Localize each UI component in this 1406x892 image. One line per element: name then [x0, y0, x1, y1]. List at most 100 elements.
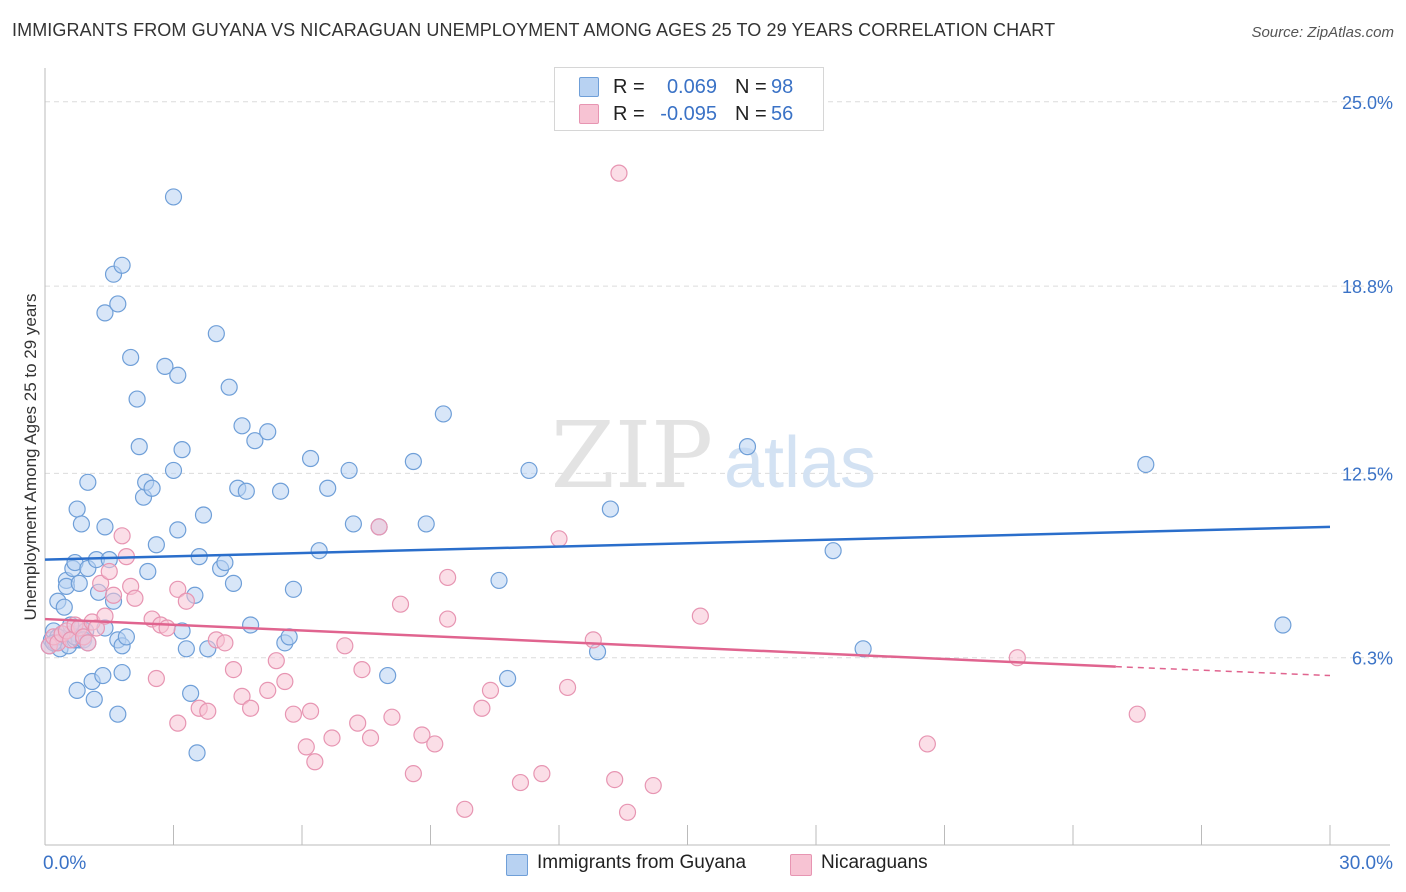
- legend-label-guyana: Immigrants from Guyana: [537, 852, 747, 873]
- series-nicaraguans-points: [40, 164, 1146, 821]
- chart-title: IMMIGRANTS FROM GUYANA VS NICARAGUAN UNE…: [12, 20, 1056, 40]
- guyana-point: [128, 390, 146, 408]
- guyana-point: [601, 500, 620, 518]
- nicaraguans-point: [353, 661, 371, 679]
- guyana-point: [122, 348, 140, 367]
- watermark-atlas: atlas: [724, 423, 876, 503]
- guyana-point: [824, 542, 842, 560]
- nicaraguans-point: [1128, 705, 1146, 723]
- guyana-point: [434, 405, 452, 423]
- guyana-point: [164, 188, 183, 206]
- nicaraguans-point: [126, 589, 144, 607]
- nicaraguans-point: [618, 803, 637, 821]
- nicaraguans-point: [391, 595, 410, 613]
- y-tick-label: 6.3%: [1352, 649, 1393, 669]
- guyana-point: [417, 515, 435, 533]
- nicaraguans-point: [92, 574, 110, 592]
- x-tick-label: 0.0%: [43, 853, 86, 874]
- nicaraguans-point: [610, 164, 628, 182]
- nicaraguans-point: [87, 619, 106, 637]
- guyana-point: [72, 515, 91, 533]
- guyana-point: [113, 663, 131, 682]
- guyana-point: [220, 378, 238, 396]
- nicaraguans-point: [284, 705, 303, 723]
- y-tick-label: 25.0%: [1342, 93, 1393, 113]
- gridlines: [45, 101, 1390, 659]
- source-note: Source: ZipAtlas.com: [1251, 24, 1394, 41]
- guyana-point: [242, 616, 260, 634]
- guyana-point: [319, 479, 337, 497]
- nicaraguans-point: [691, 607, 709, 625]
- nicaraguans-point: [276, 672, 294, 691]
- guyana-point: [499, 669, 517, 688]
- guyana-point: [113, 256, 131, 274]
- nicaraguans-point: [644, 776, 662, 795]
- guyana-point: [1274, 616, 1292, 634]
- nicaraguans-point: [533, 765, 551, 783]
- legend-n-label: N =: [735, 103, 767, 125]
- nicaraguans-point: [79, 634, 97, 652]
- nicaraguans-point: [104, 586, 123, 604]
- guyana-point: [233, 417, 251, 435]
- nicaraguans-point: [158, 619, 176, 637]
- legend-swatch-guyana: [579, 77, 599, 97]
- legend-r-label: R =: [613, 103, 645, 125]
- guyana-point: [109, 295, 127, 313]
- nicaraguans-point: [267, 652, 285, 670]
- guyana-point: [520, 461, 538, 480]
- guyana-point: [188, 744, 206, 762]
- guyana-point: [216, 553, 234, 572]
- guyana-point: [164, 461, 183, 480]
- nicaraguans-point: [96, 607, 114, 625]
- nicaraguans-trend-extension: [1115, 665, 1331, 677]
- legend-swatch-nicaraguans: [790, 854, 812, 876]
- nicaraguans-point: [297, 738, 315, 756]
- nicaraguans-point: [413, 726, 431, 744]
- nicaraguans-point: [370, 518, 388, 536]
- guyana-point: [738, 438, 757, 456]
- nicaraguans-point: [439, 610, 457, 628]
- guyana-point: [96, 518, 114, 536]
- nicaraguans-point: [259, 681, 277, 700]
- nicaraguans-point: [473, 699, 491, 717]
- guyana-point: [173, 441, 191, 459]
- nicaraguans-point: [349, 714, 367, 732]
- guyana-point: [310, 542, 328, 560]
- nicaraguans-point: [426, 735, 444, 753]
- x-tick-labels: 0.0% 30.0%: [43, 853, 1393, 874]
- guyana-point: [130, 438, 148, 456]
- legend-r-label: R =: [613, 76, 645, 98]
- nicaraguans-point: [216, 634, 234, 652]
- series-legend: Immigrants from Guyana Nicaraguans: [0, 852, 1406, 878]
- guyana-point: [379, 666, 397, 685]
- guyana-point: [169, 521, 187, 539]
- y-axis-label: Unemployment Among Ages 25 to 29 years: [21, 294, 40, 621]
- guyana-point: [156, 357, 174, 375]
- nicaraguans-point: [306, 753, 324, 771]
- guyana-point: [854, 640, 872, 658]
- nicaraguans-point: [456, 800, 474, 818]
- guyana-point: [301, 449, 320, 468]
- x-tick-label: 30.0%: [1339, 853, 1393, 874]
- nicaraguans-point: [918, 735, 936, 753]
- nicaraguans-point: [558, 678, 577, 697]
- guyana-point: [224, 574, 243, 592]
- guyana-point: [55, 598, 73, 616]
- guyana-point: [271, 482, 290, 500]
- guyana-trend-line: [44, 525, 1331, 561]
- nicaraguans-point: [584, 631, 602, 649]
- nicaraguans-point: [606, 770, 624, 789]
- guyana-point: [237, 482, 255, 500]
- guyana-point: [85, 690, 103, 708]
- legend-row-guyana: R = 0.069 N = 98: [555, 73, 823, 101]
- guyana-point: [1137, 455, 1155, 474]
- guyana-point: [169, 366, 187, 384]
- nicaraguans-point: [242, 699, 260, 717]
- nicaraguans-point: [383, 708, 401, 726]
- guyana-point: [194, 506, 213, 524]
- nicaraguans-point: [511, 773, 530, 792]
- guyana-point: [117, 628, 135, 646]
- guyana-point: [404, 452, 422, 471]
- legend-label-nicaraguans: Nicaraguans: [821, 852, 928, 873]
